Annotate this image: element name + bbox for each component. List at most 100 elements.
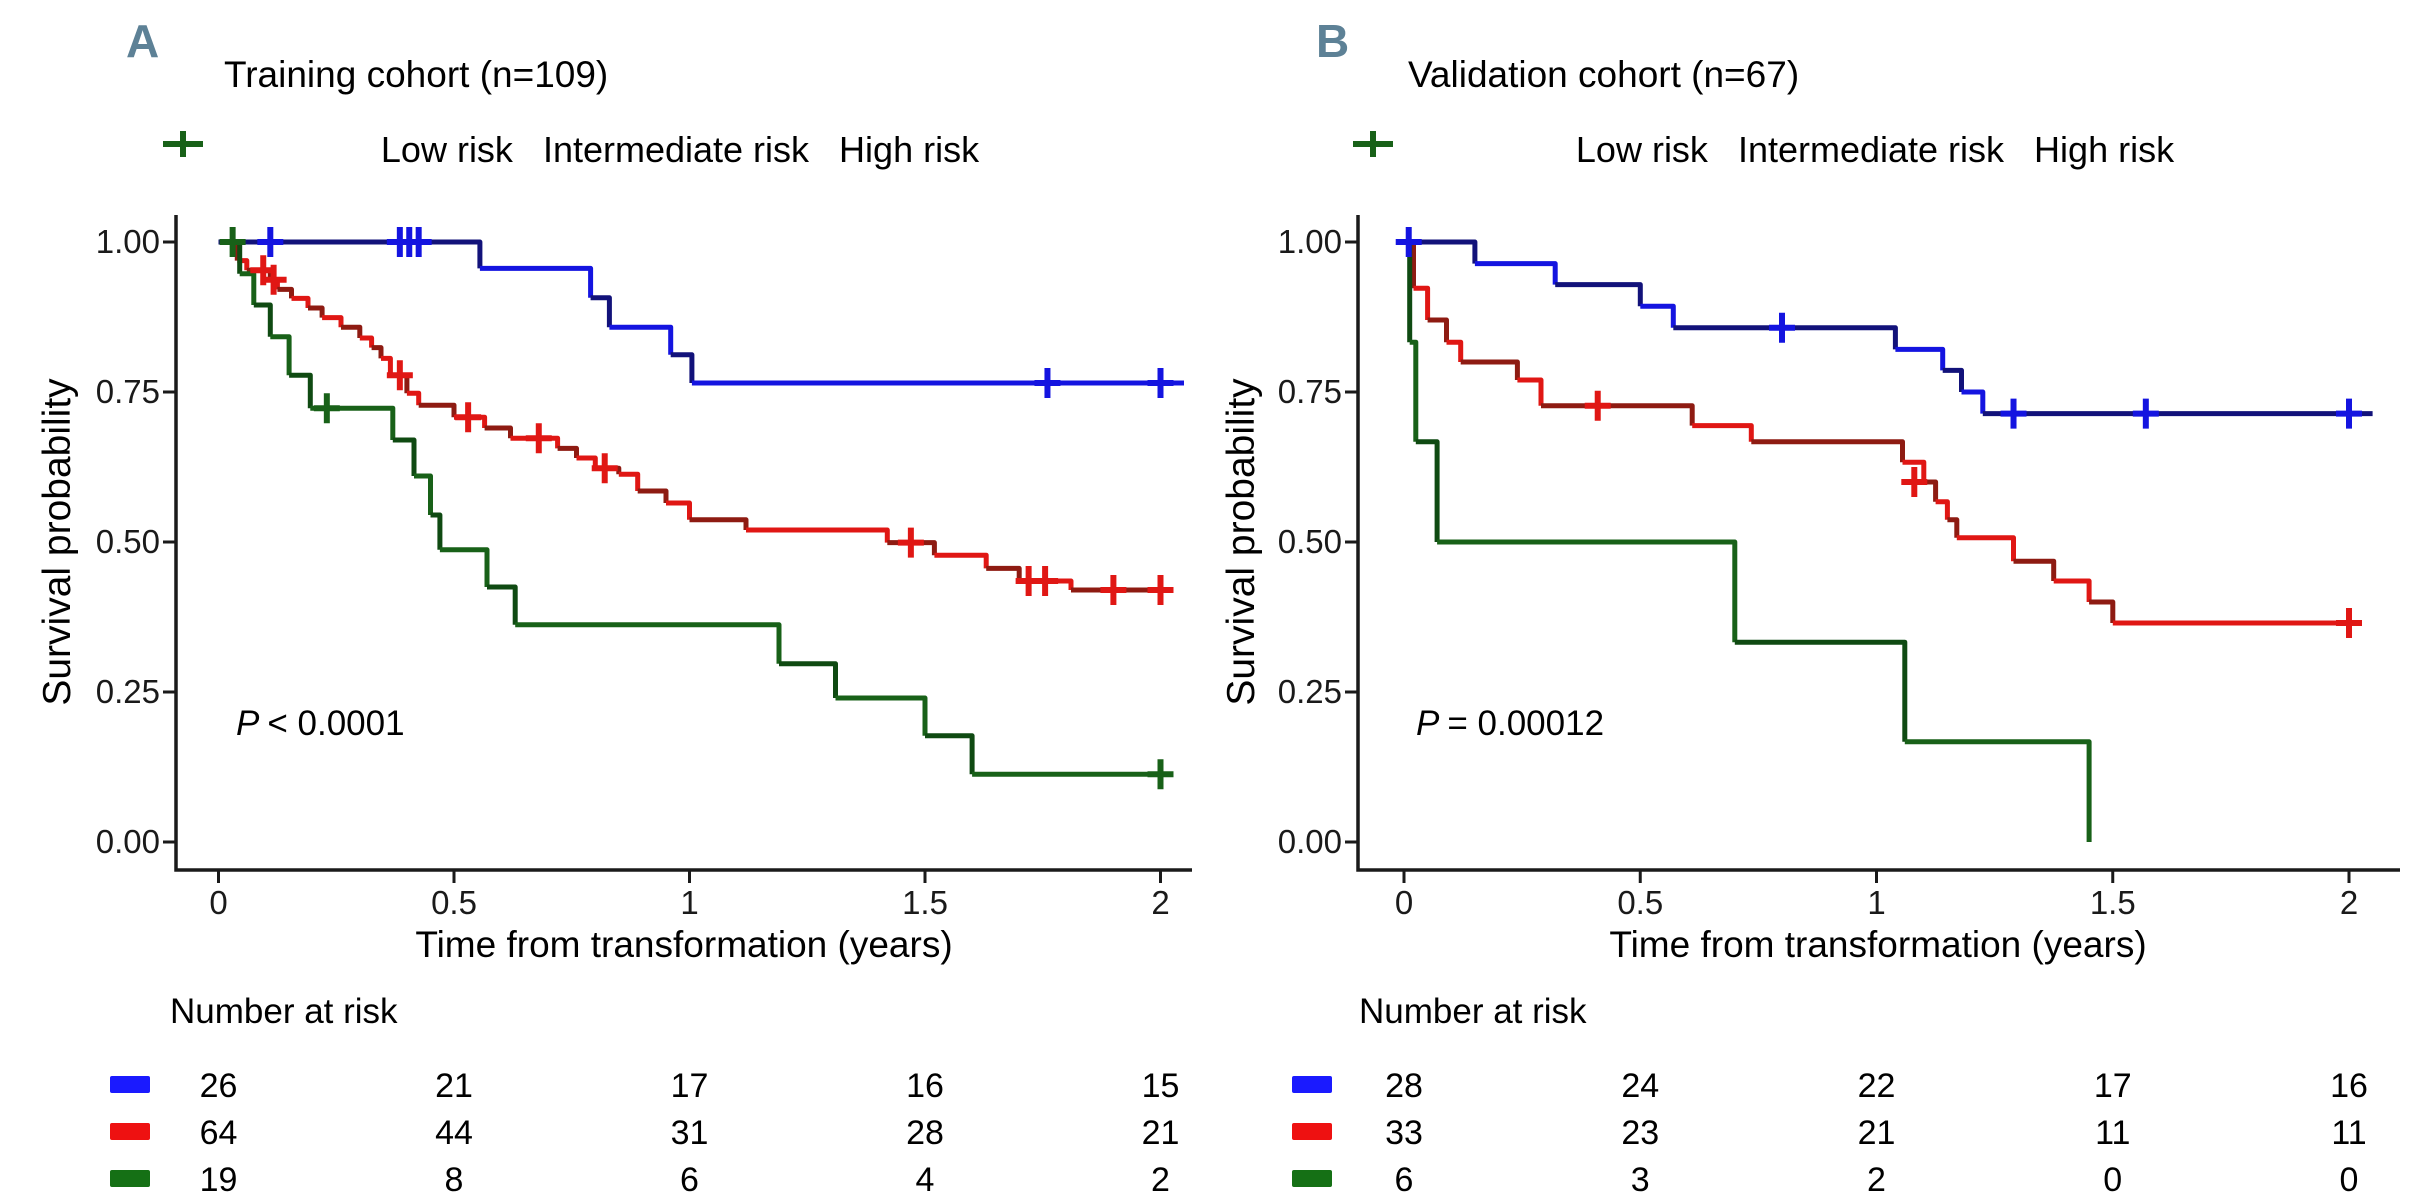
survival-curve-intermediate-risk [1935, 499, 1950, 520]
y-tick-label: 0.25 [1277, 673, 1342, 710]
risk-value-intermediate-risk: 44 [435, 1114, 473, 1152]
y-tick-label: 0.00 [1277, 823, 1342, 860]
survival-curve-low-risk [479, 265, 594, 298]
axes-panel-b [1356, 215, 2400, 872]
panel-title-b: Validation cohort (n=67) [1408, 54, 1800, 95]
risk-value-high-risk: 0 [2103, 1161, 2123, 1199]
risk-value-intermediate-risk: 11 [2095, 1114, 2131, 1152]
risk-value-high-risk: 0 [2339, 1161, 2359, 1199]
survival-curve-intermediate-risk [986, 565, 1022, 581]
risk-value-low-risk: 15 [1141, 1067, 1180, 1105]
risk-swatch-intermediate-risk [110, 1123, 150, 1140]
survival-curve-intermediate-risk [666, 500, 692, 520]
risk-swatch-intermediate-risk [1292, 1123, 1332, 1140]
legend-label: Intermediate risk [542, 129, 810, 170]
survival-curve-intermediate-risk [689, 517, 749, 530]
survival-curve-intermediate-risk [1541, 403, 1695, 426]
survival-curve-high-risk [1404, 239, 1413, 343]
x-tick-label: 1.5 [2089, 884, 2136, 921]
survival-curve-low-risk [1404, 239, 1478, 264]
censor-mark-low-risk [1395, 227, 1422, 257]
risk-value-high-risk: 6 [680, 1161, 699, 1199]
legend-label: High risk [2034, 129, 2175, 170]
censor-mark-intermediate-risk [455, 402, 482, 433]
risk-value-intermediate-risk: 64 [199, 1114, 238, 1152]
censor-mark-high-risk [219, 227, 246, 257]
risk-value-high-risk: 2 [1151, 1161, 1170, 1199]
survival-curve-high-risk [253, 302, 273, 337]
censor-mark-intermediate-risk [2336, 608, 2362, 638]
survival-curve-low-risk [1673, 325, 1898, 350]
risk-value-low-risk: 26 [199, 1067, 238, 1105]
censor-mark-intermediate-risk [260, 264, 287, 295]
p-value-a: P < 0.0001 [236, 704, 405, 744]
legend-item-intermediate-risk: Intermediate risk [163, 129, 810, 171]
survival-curve-high-risk [239, 271, 257, 305]
censor-mark-intermediate-risk [1584, 390, 1611, 421]
survival-curve-intermediate-risk [1446, 339, 1464, 362]
x-tick-label: 2 [2339, 884, 2359, 921]
risk-value-high-risk: 6 [1394, 1161, 1414, 1199]
legend-item-high-risk: High risk [1353, 129, 2175, 171]
survival-curve-high-risk [430, 512, 443, 550]
risk-value-low-risk: 17 [2093, 1067, 2132, 1105]
censor-mark-low-risk [2336, 398, 2362, 429]
survival-curve-high-risk [835, 695, 928, 736]
survival-curve-low-risk [609, 324, 674, 355]
survival-curve-low-risk [1895, 346, 1946, 371]
risk-value-low-risk: 22 [1857, 1067, 1896, 1105]
censor-mark-intermediate-risk [591, 453, 618, 484]
legend-item-low-risk: Low risk [163, 129, 513, 171]
p-value-text: < 0.0001 [267, 704, 405, 743]
risk-value-intermediate-risk: 31 [670, 1114, 709, 1152]
risk-value-low-risk: 17 [670, 1067, 709, 1105]
survival-curve-intermediate-risk [1947, 517, 1960, 538]
censor-mark-low-risk [2000, 398, 2027, 429]
survival-curve-intermediate-risk [418, 402, 457, 418]
survival-curve-intermediate-risk [1923, 479, 1939, 502]
survival-curve-low-risk [1961, 389, 1986, 414]
risk-value-high-risk: 3 [1630, 1161, 1650, 1199]
p-value-symbol: P [236, 704, 260, 743]
risk-swatch-low-risk [1292, 1076, 1332, 1093]
survival-curve-low-risk [1555, 282, 1643, 307]
risk-table-title-a: Number at risk [170, 992, 398, 1031]
censor-mark-intermediate-risk [1147, 575, 1174, 605]
survival-curve-intermediate-risk [934, 552, 989, 569]
censor-mark-intermediate-risk [1100, 575, 1127, 605]
survival-curve-high-risk [439, 547, 490, 587]
legend-label: Intermediate risk [1737, 129, 2005, 170]
plus-marker-icon [1353, 131, 1393, 157]
survival-curve-high-risk [1409, 339, 1419, 442]
survival-curve-intermediate-risk [557, 445, 579, 458]
survival-curve-intermediate-risk [1460, 359, 1520, 380]
survival-curve-intermediate-risk [341, 324, 363, 338]
x-tick-label: 0.5 [431, 884, 477, 921]
risk-value-low-risk: 28 [1385, 1067, 1423, 1105]
plus-marker-icon [163, 131, 203, 157]
p-value-symbol: P [1416, 704, 1440, 743]
survival-curve-low-risk [1474, 261, 1558, 285]
survival-curve-intermediate-risk [359, 335, 375, 348]
survival-curve-intermediate-risk [371, 345, 384, 359]
risk-value-low-risk: 24 [1621, 1067, 1660, 1105]
legend-item-high-risk: High risk [163, 129, 979, 171]
panel-title-a: Training cohort (n=109) [224, 54, 609, 95]
y-tick-label: 0.25 [95, 673, 160, 710]
survival-curve-intermediate-risk [2053, 578, 2092, 602]
risk-value-high-risk: 19 [199, 1161, 238, 1199]
risk-value-intermediate-risk: 28 [906, 1114, 944, 1152]
risk-value-intermediate-risk: 11 [2331, 1114, 2367, 1152]
panel-label-a: A [126, 15, 160, 67]
survival-curve-intermediate-risk [1956, 535, 2016, 562]
survival-curve-intermediate-risk [637, 488, 669, 503]
censor-mark-intermediate-risk [1901, 467, 1928, 497]
risk-swatch-high-risk [1292, 1170, 1332, 1187]
survival-curve-intermediate-risk [746, 527, 890, 543]
censor-mark-intermediate-risk [1032, 566, 1059, 596]
risk-value-intermediate-risk: 21 [1141, 1114, 1180, 1152]
risk-table-title-b: Number at risk [1359, 992, 1587, 1031]
risk-value-low-risk: 16 [2330, 1067, 2368, 1105]
censor-mark-high-risk [1147, 759, 1174, 790]
survival-curve-high-risk [392, 437, 417, 476]
